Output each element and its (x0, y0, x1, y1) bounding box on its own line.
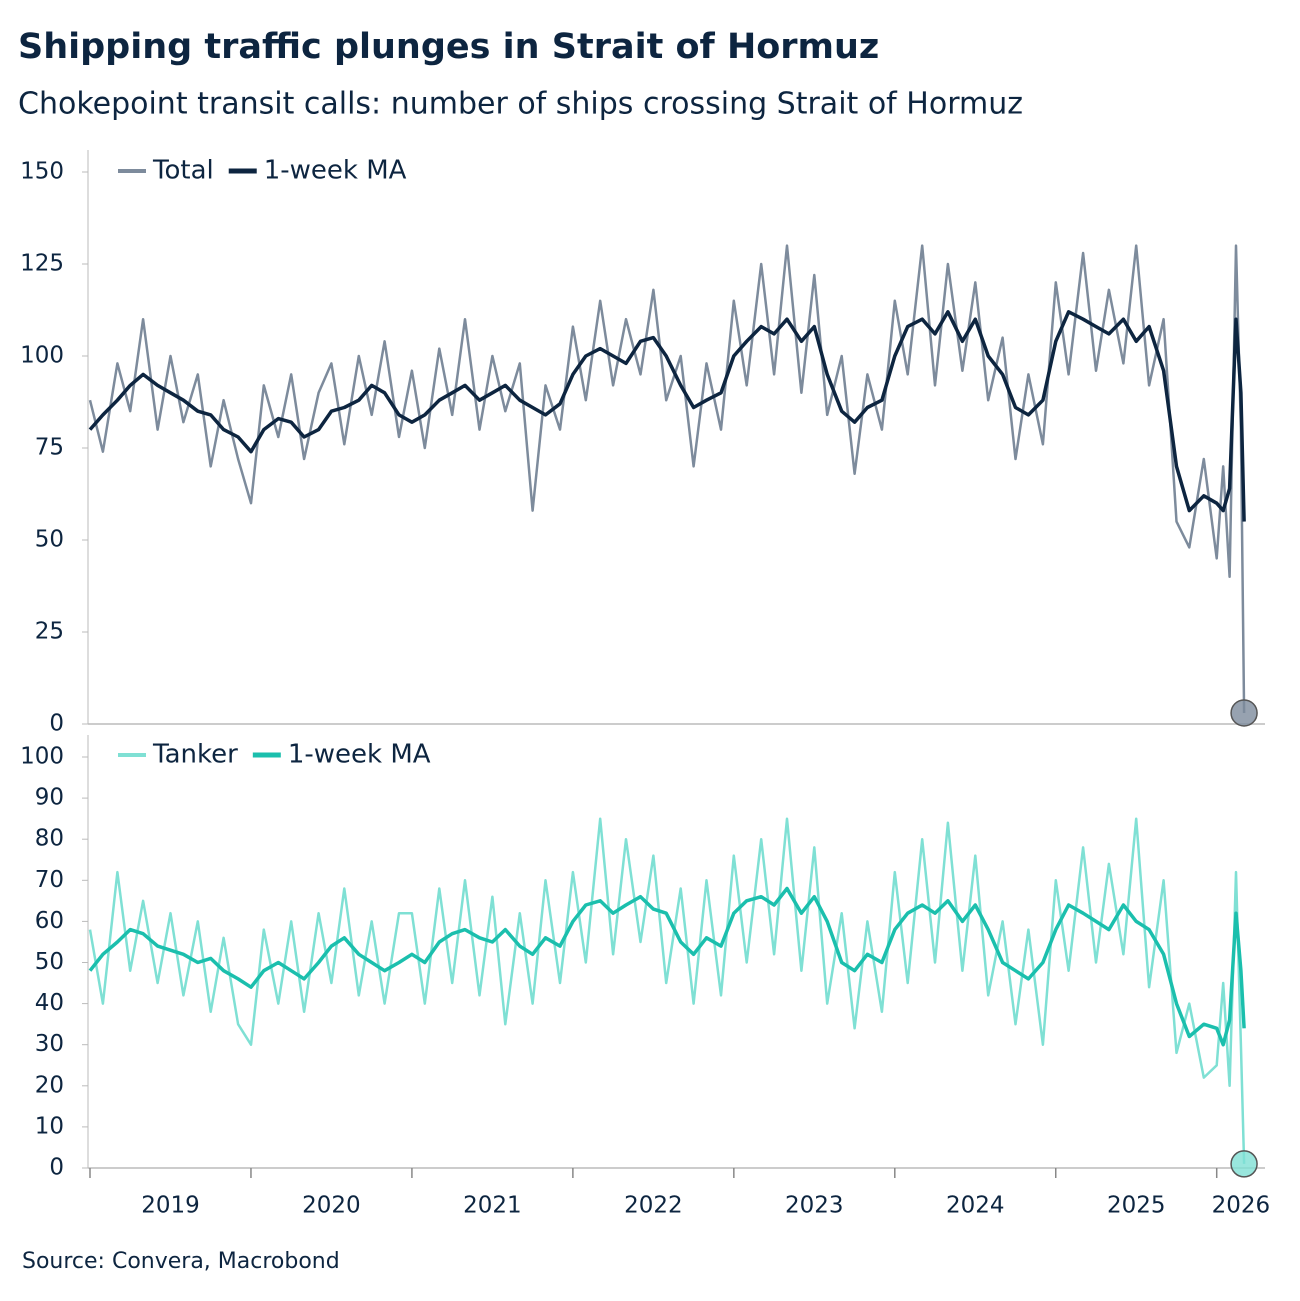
y-tick-label: 150 (20, 159, 64, 185)
x-tick-label: 2022 (624, 1193, 683, 1219)
y-tick-label: 60 (35, 908, 64, 934)
y-tick-label: 40 (35, 990, 64, 1016)
x-tick-label: 2023 (785, 1193, 844, 1219)
y-tick-label: 0 (49, 711, 64, 737)
y-tick-label: 80 (35, 826, 64, 852)
y-tick-label: 50 (35, 527, 64, 553)
y-tick-label: 25 (35, 619, 64, 645)
legend-label: 1-week MA (264, 156, 407, 186)
end-marker (1230, 1150, 1258, 1178)
end-marker (1230, 699, 1258, 727)
legend-label: Tanker (152, 740, 238, 770)
y-tick-label: 0 (49, 1155, 64, 1181)
y-tick-label: 70 (35, 867, 64, 893)
chart-subtitle: Chokepoint transit calls: number of ship… (18, 87, 1023, 122)
y-tick-label: 100 (20, 744, 64, 770)
x-tick-label: 2024 (946, 1193, 1005, 1219)
source-note: Source: Convera, Macrobond (22, 1249, 340, 1274)
x-tick-label: 2026 (1212, 1193, 1271, 1219)
y-tick-label: 125 (20, 251, 64, 277)
y-tick-label: 20 (35, 1072, 64, 1098)
series-line (88, 244, 1246, 714)
series-line (88, 886, 1246, 1047)
y-tick-label: 50 (35, 949, 64, 975)
legend-label: Total (152, 156, 214, 186)
y-tick-label: 30 (35, 1031, 64, 1057)
x-tick-label: 2019 (141, 1193, 200, 1219)
y-tick-label: 10 (35, 1113, 64, 1139)
x-tick-label: 2025 (1107, 1193, 1166, 1219)
x-tick-label: 2021 (463, 1193, 522, 1219)
series-line (88, 310, 1246, 522)
series-line (88, 817, 1246, 1164)
legend-label: 1-week MA (288, 740, 431, 770)
y-tick-label: 75 (35, 435, 64, 461)
x-tick-label: 2020 (302, 1193, 361, 1219)
chart-title: Shipping traffic plunges in Strait of Ho… (18, 27, 879, 67)
y-tick-label: 90 (35, 785, 64, 811)
y-tick-label: 100 (20, 343, 64, 369)
